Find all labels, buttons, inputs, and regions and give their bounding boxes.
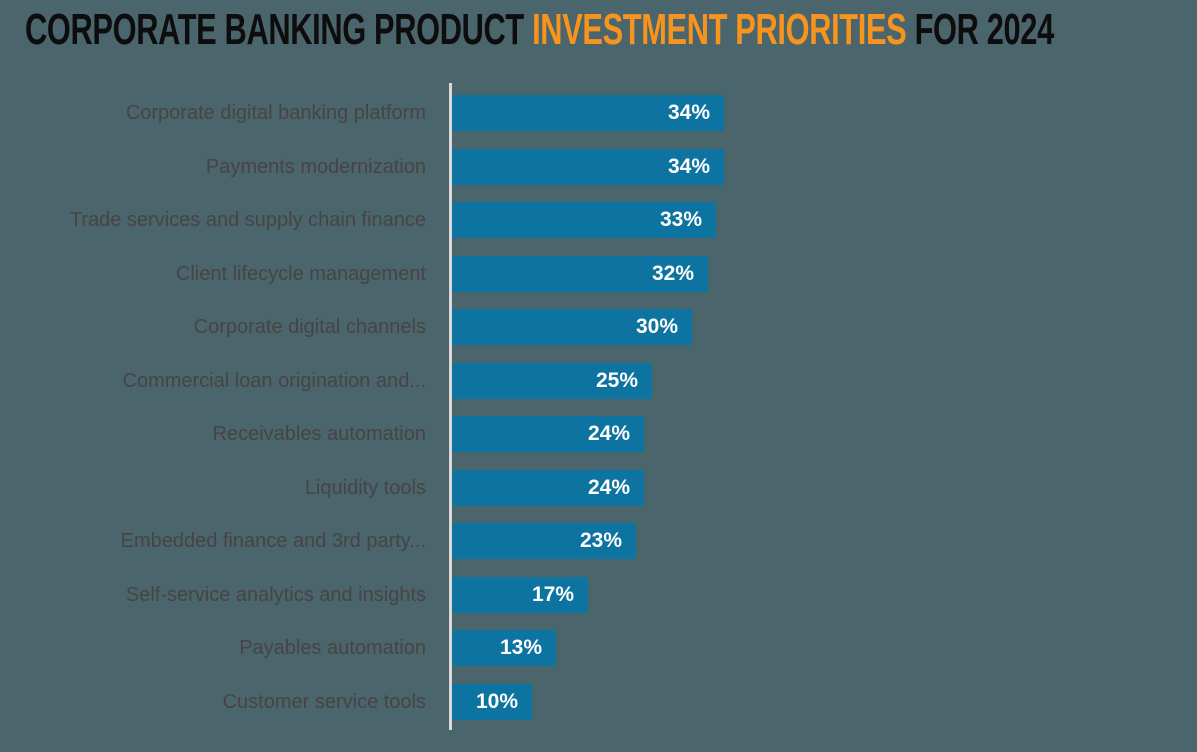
bar-row: Client lifecycle management 32%: [0, 255, 724, 292]
bar: 33%: [452, 202, 716, 238]
bar: 30%: [452, 309, 692, 345]
chart-title-prefix: CORPORATE BANKING PRODUCT: [25, 5, 533, 54]
bar-row: Liquidity tools 24%: [0, 469, 724, 506]
category-label: Self-service analytics and insights: [125, 583, 426, 606]
bar-row: Customer service tools 10%: [0, 683, 724, 720]
bar: 13%: [452, 630, 556, 666]
bar: 24%: [452, 469, 644, 506]
chart-title: CORPORATE BANKING PRODUCT INVESTMENT PRI…: [25, 8, 1054, 52]
chart-title-highlight: INVESTMENT PRIORITIES: [532, 5, 907, 54]
value-label: 13%: [499, 636, 542, 659]
value-label: 23%: [579, 529, 622, 552]
category-label: Receivables automation: [212, 423, 426, 445]
bar: 32%: [452, 255, 708, 292]
bar-chart: Corporate digital banking platform 34% P…: [0, 95, 724, 737]
bar: 23%: [452, 523, 636, 559]
bar: 34%: [452, 95, 724, 131]
category-label: Liquidity tools: [304, 476, 426, 499]
value-label: 17%: [531, 582, 574, 606]
bar: 25%: [452, 362, 652, 399]
category-label: Commercial loan origination and...: [122, 369, 427, 392]
category-label: Corporate digital banking platform: [125, 102, 426, 124]
bar-row: Payables automation 13%: [0, 630, 724, 666]
bar: 17%: [452, 576, 588, 613]
value-label: 32%: [651, 261, 694, 285]
category-label: Payments modernization: [205, 155, 426, 178]
value-label: 33%: [659, 208, 702, 231]
value-label: 30%: [635, 315, 678, 338]
bar-row: Embedded finance and 3rd party... 23%: [0, 523, 724, 559]
bar-row: Self-service analytics and insights 17%: [0, 576, 724, 613]
bar-row: Payments modernization 34%: [0, 148, 724, 185]
value-label: 24%: [587, 475, 630, 499]
category-label: Trade services and supply chain finance: [69, 209, 426, 231]
bar-row: Corporate digital banking platform 34%: [0, 95, 724, 131]
bar: 24%: [452, 416, 644, 452]
category-label: Customer service tools: [222, 690, 426, 713]
category-label: Corporate digital channels: [193, 316, 426, 338]
value-label: 24%: [587, 422, 630, 445]
chart-title-suffix: FOR 2024: [906, 5, 1055, 54]
category-label: Embedded finance and 3rd party...: [120, 530, 426, 552]
bar: 34%: [452, 148, 724, 185]
value-label: 10%: [475, 689, 518, 713]
bar-row: Trade services and supply chain finance …: [0, 202, 724, 238]
y-axis-line: [449, 83, 452, 730]
bar-row: Receivables automation 24%: [0, 416, 724, 452]
category-label: Client lifecycle management: [175, 262, 426, 285]
category-label: Payables automation: [239, 637, 426, 659]
value-label: 25%: [595, 368, 638, 392]
value-label: 34%: [667, 154, 710, 178]
bar-row: Commercial loan origination and... 25%: [0, 362, 724, 399]
bar-row: Corporate digital channels 30%: [0, 309, 724, 345]
value-label: 34%: [667, 101, 710, 124]
bar: 10%: [452, 683, 532, 720]
